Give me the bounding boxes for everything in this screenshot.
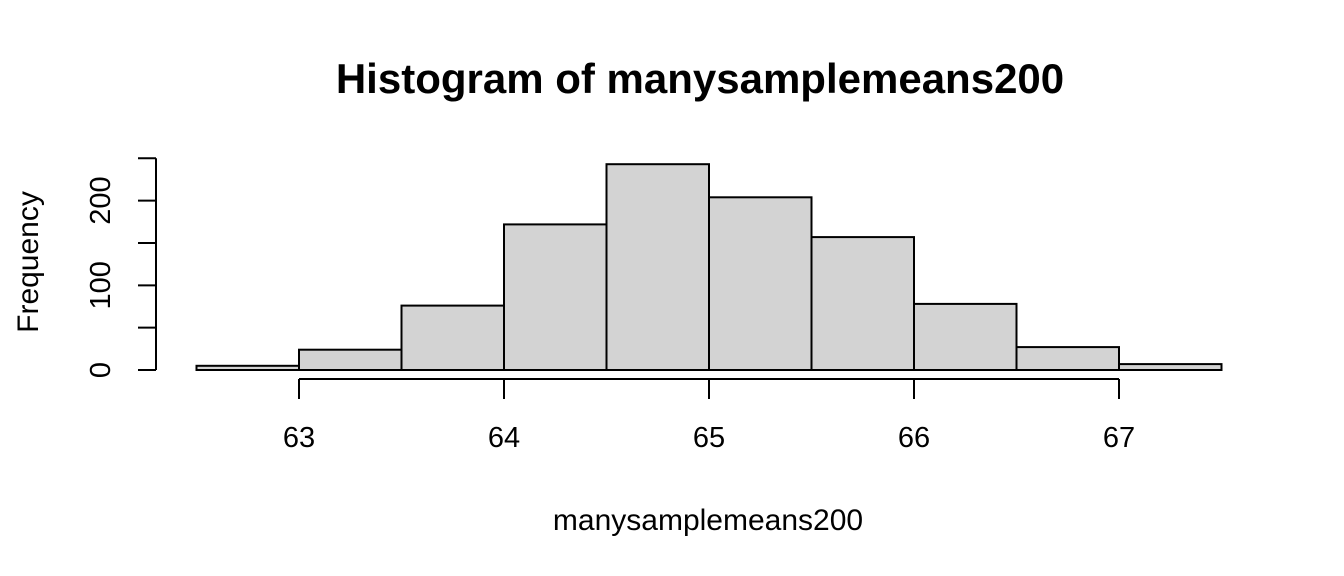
histogram-bar <box>708 196 813 371</box>
y-tick-label: 200 <box>85 176 117 224</box>
histogram-bar <box>195 364 300 371</box>
histogram-bar <box>810 236 915 371</box>
bars-group <box>195 163 1223 372</box>
x-tick-label: 66 <box>898 422 930 454</box>
histogram-bar <box>400 304 505 372</box>
x-axis-label: manysamplemeans200 <box>553 504 863 537</box>
x-tick-label: 63 <box>283 422 315 454</box>
histogram-bar <box>298 348 403 372</box>
axes-group: 63 64 65 66 67 0 100 200 <box>85 157 1135 454</box>
y-tick-label: 100 <box>85 261 117 309</box>
x-tick-label: 64 <box>488 422 520 454</box>
histogram-bar <box>1118 363 1223 372</box>
histogram-bar <box>503 223 608 371</box>
histogram-bar <box>913 302 1018 371</box>
chart-title: Histogram of manysamplemeans200 <box>336 55 1064 102</box>
histogram-bar <box>1015 346 1120 372</box>
x-tick-label: 65 <box>693 422 725 454</box>
x-tick-label: 67 <box>1103 422 1135 454</box>
y-axis-label: Frequency <box>12 191 45 333</box>
y-tick-label: 0 <box>85 362 117 378</box>
histogram-bar <box>605 163 710 371</box>
